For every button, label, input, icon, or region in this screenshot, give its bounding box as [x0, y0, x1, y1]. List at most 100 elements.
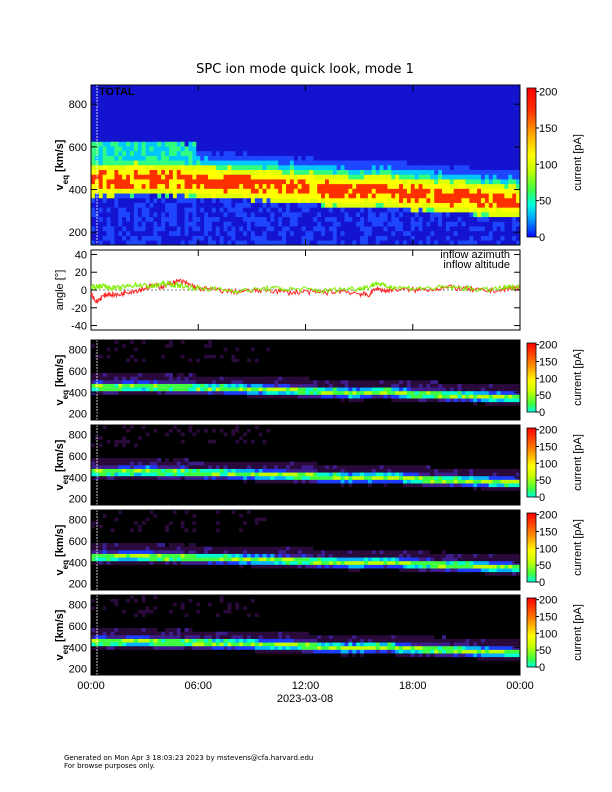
heatmap-cell: [114, 165, 119, 171]
heatmap-cell: [211, 216, 217, 222]
heatmap-cell: [165, 390, 170, 395]
heatmap-cell: [453, 216, 458, 222]
heatmap-cell: [215, 383, 220, 388]
heatmap-cell: [161, 183, 166, 189]
heatmap-cell: [126, 85, 131, 91]
heatmap-cell: [344, 103, 349, 109]
heatmap-cell: [235, 207, 240, 213]
heatmap-cell: [274, 230, 279, 236]
heatmap-cell: [250, 350, 256, 355]
heatmap-cell: [465, 193, 470, 199]
heatmap-cell: [169, 372, 174, 377]
heatmap-cell: [91, 183, 96, 189]
heatmap-cell: [157, 122, 162, 128]
heatmap-cell: [313, 207, 318, 213]
heatmap-cell: [352, 136, 357, 142]
heatmap-cell: [321, 179, 326, 185]
heatmap-cell: [153, 398, 158, 403]
heatmap-cell: [445, 141, 451, 147]
heatmap-cell: [180, 354, 185, 359]
heatmap-cell: [457, 160, 462, 166]
heatmap-cell: [352, 240, 357, 246]
heatmap-cell: [161, 365, 166, 370]
heatmap-cell: [266, 372, 271, 377]
heatmap-cell: [176, 103, 181, 109]
heatmap-cell: [153, 412, 158, 417]
heatmap-cell: [126, 358, 131, 363]
heatmap-cell: [488, 226, 493, 232]
heatmap-cell: [165, 394, 170, 399]
heatmap-cell: [360, 99, 365, 105]
heatmap-cell: [434, 193, 439, 199]
heatmap-cell: [122, 347, 127, 352]
heatmap-cell: [465, 103, 470, 109]
heatmap-cell: [383, 155, 388, 161]
heatmap-cell: [161, 235, 166, 241]
heatmap-cell: [153, 179, 158, 185]
heatmap-cell: [130, 365, 135, 370]
heatmap-cell: [430, 155, 435, 161]
heatmap-cell: [137, 160, 142, 166]
heatmap-cell: [387, 240, 392, 246]
heatmap-cell: [149, 150, 154, 156]
heatmap-cell: [274, 207, 279, 213]
heatmap-cell: [126, 188, 131, 194]
heatmap-cell: [508, 136, 513, 142]
heatmap-cell: [305, 179, 310, 185]
heatmap-cell: [364, 122, 369, 128]
heatmap-cell: [204, 376, 209, 381]
heatmap-cell: [137, 380, 142, 384]
heatmap-cell: [200, 99, 205, 105]
heatmap-cell: [169, 226, 174, 232]
heatmap-cell: [473, 89, 478, 95]
heatmap-cell: [321, 174, 326, 180]
heatmap-cell: [500, 136, 505, 142]
heatmap-cell: [200, 141, 205, 147]
heatmap-cell: [340, 235, 345, 241]
heatmap-cell: [356, 132, 361, 138]
heatmap-cell: [278, 183, 283, 189]
heatmap-cell: [473, 197, 478, 203]
heatmap-cell: [453, 117, 458, 123]
heatmap-cell: [403, 174, 408, 180]
heatmap-cell: [239, 113, 244, 119]
heatmap-cell: [395, 141, 400, 147]
heatmap-cell: [94, 117, 100, 123]
heatmap-cell: [453, 179, 458, 185]
heatmap-cell: [192, 235, 197, 241]
heatmap-cell: [453, 85, 458, 91]
heatmap-cell: [352, 89, 357, 95]
heatmap-cell: [223, 155, 228, 161]
heatmap-cell: [504, 179, 509, 185]
heatmap-cell: [289, 398, 295, 403]
heatmap-cell: [208, 174, 213, 180]
heatmap-cell: [133, 179, 139, 185]
heatmap-cell: [442, 150, 447, 156]
heatmap-cell: [492, 169, 497, 175]
heatmap-cell: [106, 99, 111, 105]
heatmap-cell: [410, 132, 415, 138]
heatmap-cell: [176, 188, 181, 194]
heatmap-cell: [196, 372, 201, 377]
heatmap-cell: [118, 390, 123, 395]
heatmap-cell: [258, 398, 263, 403]
heatmap-cell: [477, 89, 482, 95]
heatmap-cell: [243, 141, 248, 147]
heatmap-cell: [200, 340, 205, 344]
heatmap-cell: [215, 226, 220, 232]
heatmap-cell: [126, 117, 131, 123]
heatmap-cell: [110, 160, 115, 166]
heatmap-cell: [141, 193, 146, 199]
heatmap-cell: [328, 127, 334, 133]
heatmap-cell: [375, 127, 380, 133]
heatmap-cell: [375, 113, 380, 119]
heatmap-cell: [223, 376, 228, 381]
heatmap-cell: [352, 235, 357, 241]
heatmap-cell: [192, 372, 197, 377]
heatmap-cell: [422, 212, 427, 218]
heatmap-cell: [239, 141, 244, 147]
heatmap-cell: [391, 141, 396, 147]
heatmap-cell: [282, 230, 287, 236]
heatmap-cell: [227, 369, 232, 374]
heatmap-cell: [305, 141, 310, 147]
